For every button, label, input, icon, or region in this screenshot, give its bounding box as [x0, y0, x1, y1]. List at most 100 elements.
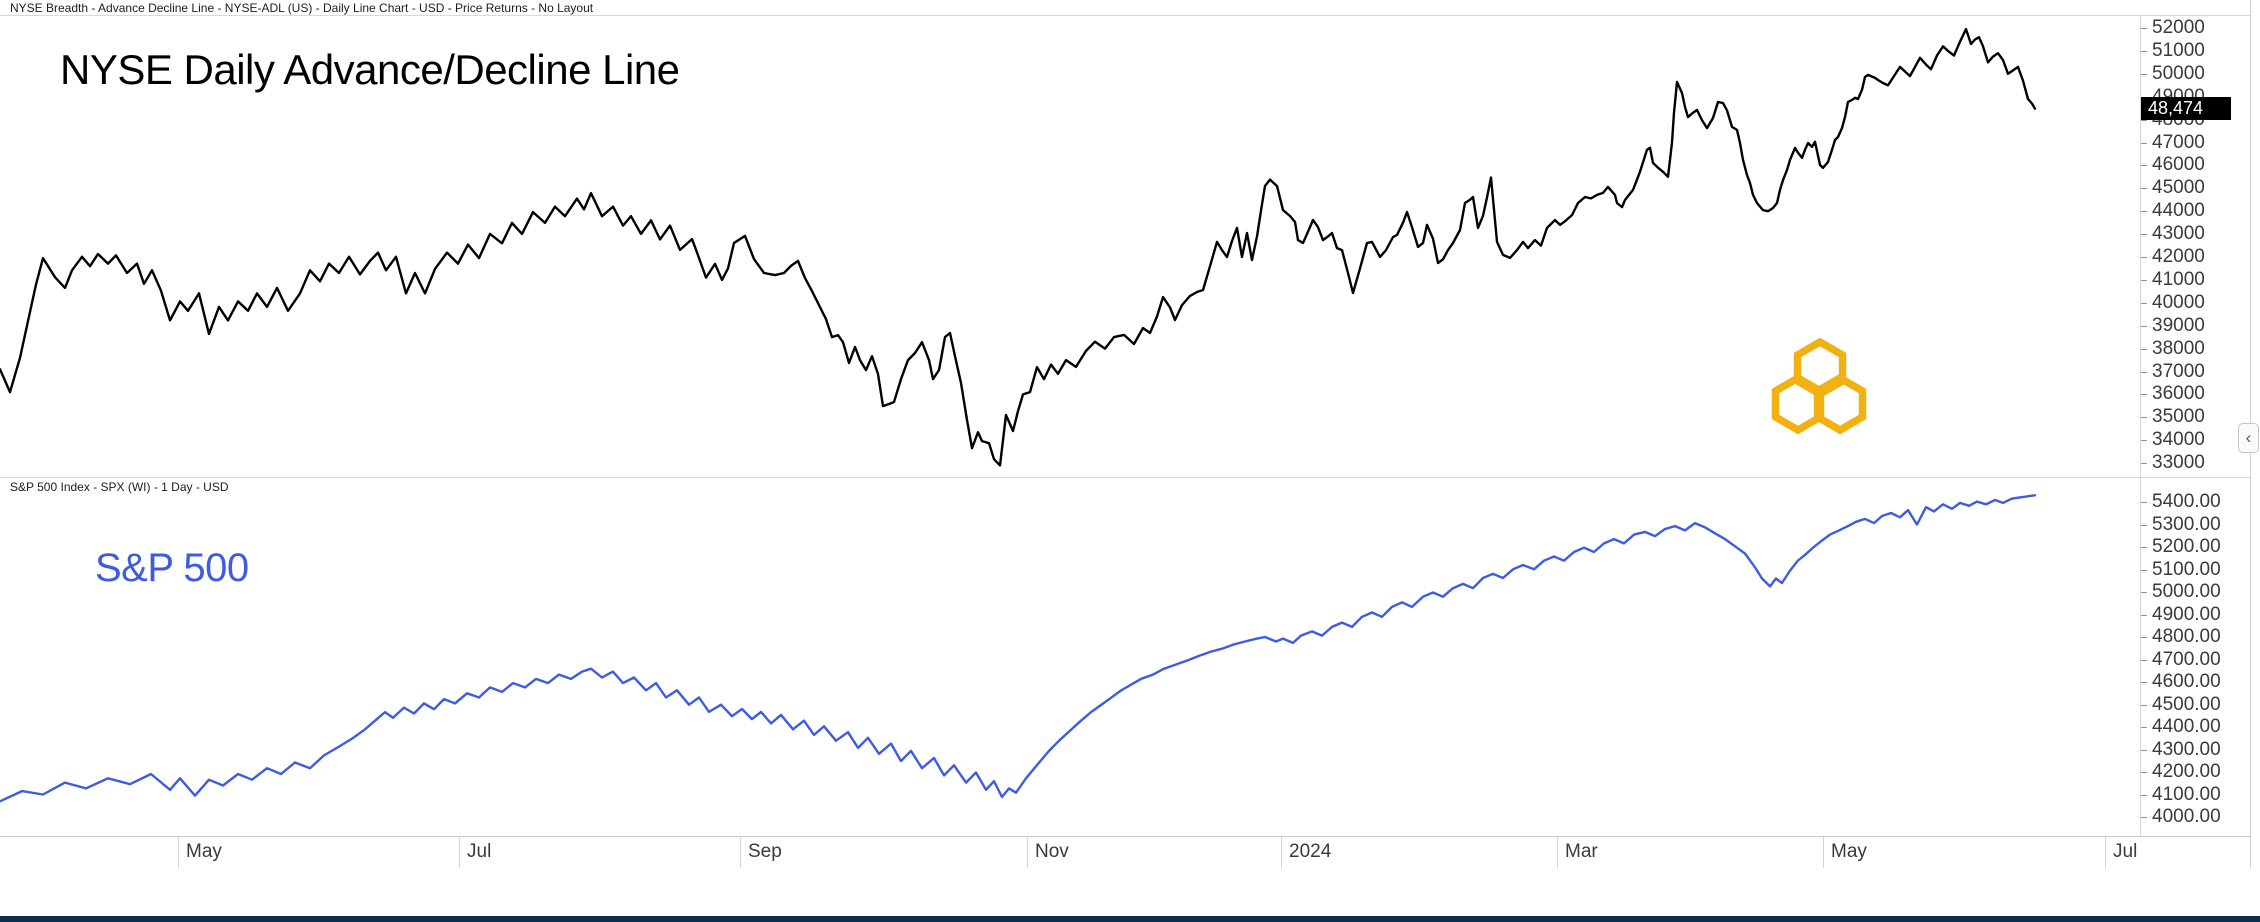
- y-tick-label: 37000: [2152, 360, 2205, 382]
- x-tick-separator: [1281, 837, 1282, 868]
- y-tick-mark: [2141, 325, 2147, 327]
- y-tick-label: 5100.00: [2152, 558, 2221, 580]
- x-tick-separator: [1557, 837, 1558, 868]
- y-tick-label: 5200.00: [2152, 536, 2221, 557]
- y-tick-mark: [2141, 371, 2147, 373]
- y-tick-mark: [2141, 794, 2147, 796]
- y-tick-label: 4300.00: [2152, 738, 2221, 760]
- y-tick-label: 36000: [2152, 383, 2205, 405]
- adl-line-chart[interactable]: [0, 16, 2140, 477]
- y-tick-label: 46000: [2152, 154, 2205, 176]
- collapse-panel-button[interactable]: ‹: [2238, 423, 2259, 453]
- y-tick-label: 43000: [2152, 223, 2205, 245]
- y-tick-label: 5300.00: [2152, 513, 2221, 535]
- x-tick-label: May: [1831, 841, 1867, 862]
- y-tick-mark: [2141, 614, 2147, 616]
- optuma-watermark-icon: [1771, 338, 1867, 435]
- x-tick-separator: [740, 837, 741, 868]
- x-tick-label: Nov: [1035, 841, 1069, 862]
- y-tick-mark: [2141, 659, 2147, 661]
- x-tick-label: Mar: [1565, 841, 1598, 862]
- chart-title-bar: NYSE Breadth - Advance Decline Line - NY…: [0, 0, 2260, 15]
- series-line[interactable]: [0, 494, 2037, 803]
- x-tick-label: 2024: [1289, 841, 1332, 862]
- x-tick-separator: [178, 837, 179, 868]
- x-tick-separator: [1027, 837, 1028, 868]
- y-tick-mark: [2141, 417, 2147, 419]
- y-tick-mark: [2141, 50, 2147, 52]
- status-bar: Optuma* 17th Jun 2024: [0, 868, 2260, 916]
- y-tick-label: 50000: [2152, 62, 2205, 84]
- y-tick-label: 4900.00: [2152, 603, 2221, 625]
- y-tick-mark: [2141, 592, 2147, 593]
- y-tick-mark: [2141, 211, 2147, 213]
- y-tick-mark: [2141, 463, 2147, 465]
- y-tick-label: 35000: [2152, 406, 2205, 428]
- y-tick-label: 45000: [2152, 177, 2205, 199]
- series-line[interactable]: [0, 27, 2037, 467]
- y-tick-label: 52000: [2152, 17, 2205, 38]
- y-tick-label: 39000: [2152, 314, 2205, 336]
- y-tick-mark: [2141, 73, 2147, 75]
- date-axis[interactable]: May Jul Sep Nov 2024 Mar May Jul: [0, 836, 2250, 869]
- y-tick-mark: [2141, 749, 2147, 751]
- x-tick-label: May: [186, 841, 222, 862]
- y-tick-label: 4700.00: [2152, 648, 2221, 670]
- y-tick-mark: [2141, 142, 2147, 144]
- pane-top-border: [0, 15, 2250, 16]
- y-tick-mark: [2141, 502, 2147, 503]
- adl-y-axis[interactable]: 5200051000500004900048000470004600045000…: [2140, 0, 2250, 477]
- y-tick-label: 34000: [2152, 429, 2205, 451]
- y-tick-mark: [2141, 302, 2147, 304]
- x-tick-label: Sep: [748, 841, 782, 862]
- x-tick-label: Jul: [2113, 841, 2138, 862]
- y-tick-label: 4800.00: [2152, 626, 2221, 647]
- y-tick-mark: [2141, 279, 2147, 281]
- y-tick-label: 41000: [2152, 268, 2205, 290]
- y-tick-label: 47000: [2152, 131, 2205, 153]
- y-tick-label: 4200.00: [2152, 761, 2221, 782]
- y-tick-label: 38000: [2152, 337, 2205, 359]
- spx-line-chart[interactable]: [0, 478, 2140, 835]
- x-tick-separator: [459, 837, 460, 868]
- y-tick-mark: [2141, 817, 2147, 818]
- last-price-badge: 48,474: [2141, 97, 2231, 121]
- y-tick-mark: [2141, 28, 2147, 29]
- y-tick-mark: [2141, 682, 2147, 683]
- y-tick-mark: [2141, 394, 2147, 396]
- y-tick-label: 33000: [2152, 452, 2205, 474]
- spx-pane-header: S&P 500 Index - SPX (WI) - 1 Day - USD: [10, 480, 229, 494]
- y-tick-label: 44000: [2152, 200, 2205, 222]
- y-tick-mark: [2141, 348, 2147, 350]
- y-tick-mark: [2141, 188, 2147, 190]
- chevron-left-icon: ‹: [2245, 428, 2252, 447]
- y-tick-label: 51000: [2152, 39, 2205, 61]
- y-tick-label: 5400.00: [2152, 491, 2221, 512]
- y-tick-mark: [2141, 234, 2147, 236]
- y-tick-label: 4600.00: [2152, 671, 2221, 692]
- y-tick-mark: [2141, 727, 2147, 728]
- x-tick-separator: [2105, 837, 2106, 868]
- y-tick-mark: [2141, 704, 2147, 706]
- y-tick-label: 4100.00: [2152, 783, 2221, 805]
- x-tick-label: Jul: [467, 841, 492, 862]
- y-tick-mark: [2141, 547, 2147, 548]
- x-tick-separator: [1823, 837, 1824, 868]
- right-panel-strip: [2250, 0, 2260, 916]
- y-tick-mark: [2141, 772, 2147, 773]
- y-tick-mark: [2141, 440, 2147, 442]
- adl-pane-title[interactable]: NYSE Daily Advance/Decline Line: [60, 46, 680, 93]
- pane-divider: [0, 477, 2250, 478]
- spx-y-axis[interactable]: 5400.00 5300.00 5200.00 5100.00 5000.00 4900.…: [2140, 478, 2250, 836]
- y-tick-label: 42000: [2152, 246, 2205, 267]
- y-tick-mark: [2141, 569, 2147, 571]
- y-tick-label: 4500.00: [2152, 693, 2221, 715]
- y-tick-mark: [2141, 524, 2147, 526]
- footer-accent-bar: [0, 916, 2260, 922]
- y-tick-label: 40000: [2152, 291, 2205, 313]
- spx-pane-title[interactable]: S&P 500: [95, 546, 249, 590]
- y-tick-label: 4400.00: [2152, 716, 2221, 737]
- chart-title-text: NYSE Breadth - Advance Decline Line - NY…: [10, 1, 594, 15]
- y-tick-mark: [2141, 637, 2147, 638]
